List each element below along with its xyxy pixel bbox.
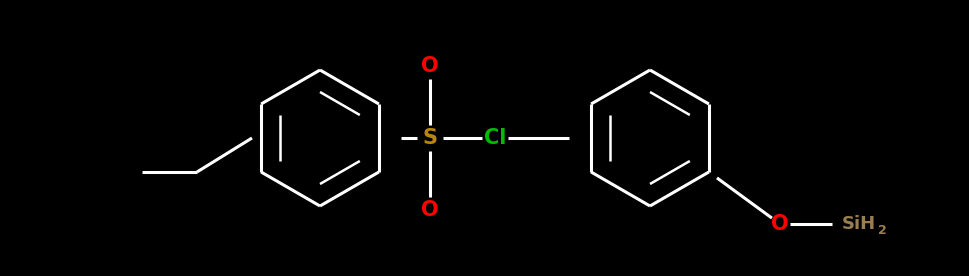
Text: O: O bbox=[421, 56, 438, 76]
Text: S: S bbox=[422, 128, 437, 148]
Text: O: O bbox=[770, 214, 788, 234]
Text: SiH: SiH bbox=[841, 215, 875, 233]
Text: Cl: Cl bbox=[484, 128, 506, 148]
Text: O: O bbox=[421, 200, 438, 220]
Text: 2: 2 bbox=[877, 224, 886, 237]
